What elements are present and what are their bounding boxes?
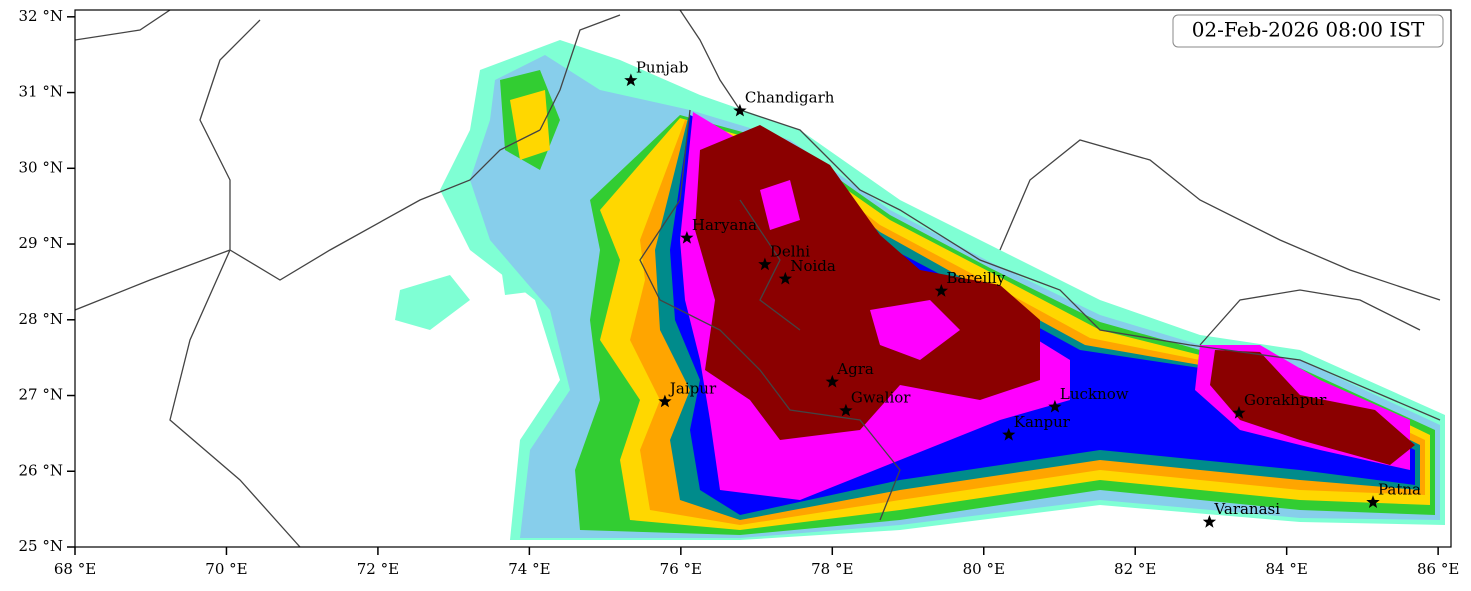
field-magenta (760, 180, 960, 360)
y-tick-label: 25 °N (19, 537, 63, 555)
city-marker (1232, 405, 1246, 419)
city-label: Bareilly (946, 269, 1005, 287)
city-marker (758, 257, 772, 271)
city-marker (1048, 399, 1062, 413)
city-label: Kanpur (1014, 413, 1071, 431)
city-label: Lucknow (1060, 385, 1129, 403)
x-tick-label: 84 °E (1266, 560, 1308, 578)
city-marker (733, 103, 747, 117)
x-tick-label: 76 °E (660, 560, 702, 578)
x-tick-label: 72 °E (357, 560, 399, 578)
city-marker (778, 271, 792, 285)
y-tick-label: 27 °N (19, 386, 63, 404)
city-label: Delhi (770, 242, 810, 260)
x-tick-label: 68 °E (54, 560, 96, 578)
x-tick-label: 82 °E (1114, 560, 1156, 578)
city-marker (1366, 495, 1380, 508)
x-tick-label: 80 °E (963, 560, 1005, 578)
y-tick-label: 31 °N (19, 83, 63, 101)
plot-frame (74, 9, 1452, 548)
city-marker (934, 284, 948, 297)
x-tick-label: 78 °E (811, 560, 853, 578)
city-marker (680, 231, 694, 244)
field-aquamarine (395, 250, 545, 330)
y-tick-label: 30 °N (19, 158, 63, 176)
city-marker (825, 374, 839, 388)
map-title: 02-Feb-2026 08:00 IST (1192, 18, 1425, 42)
city-label: Jaipur (668, 380, 717, 398)
y-tick-label: 28 °N (19, 310, 63, 328)
city-label: Punjab (636, 58, 689, 76)
x-tick-label: 74 °E (508, 560, 550, 578)
y-tick-label: 29 °N (19, 234, 63, 252)
city-label: Varanasi (1213, 500, 1280, 518)
x-tick-label: 86 °E (1417, 560, 1459, 578)
city-label: Agra (836, 360, 874, 378)
city-marker (1202, 515, 1217, 528)
field (75, 10, 1445, 547)
field-darkred (695, 125, 1415, 465)
title-box (1172, 14, 1444, 48)
y-tick-label: 26 °N (19, 461, 63, 479)
city-label: Haryana (692, 216, 757, 234)
city-marker (624, 73, 638, 87)
city-marker (658, 394, 672, 408)
city-label: Noida (790, 257, 836, 275)
city-marker (839, 403, 853, 417)
x-tick-label: 70 °E (205, 560, 247, 578)
border (75, 10, 1441, 547)
y-tick-label: 32 °N (19, 7, 63, 25)
city-marker (1002, 427, 1016, 441)
city-label: Gwalior (851, 389, 911, 407)
city-label: Chandigarh (745, 89, 835, 107)
city-label: Patna (1378, 480, 1421, 498)
city-label: Gorakhpur (1244, 391, 1327, 409)
